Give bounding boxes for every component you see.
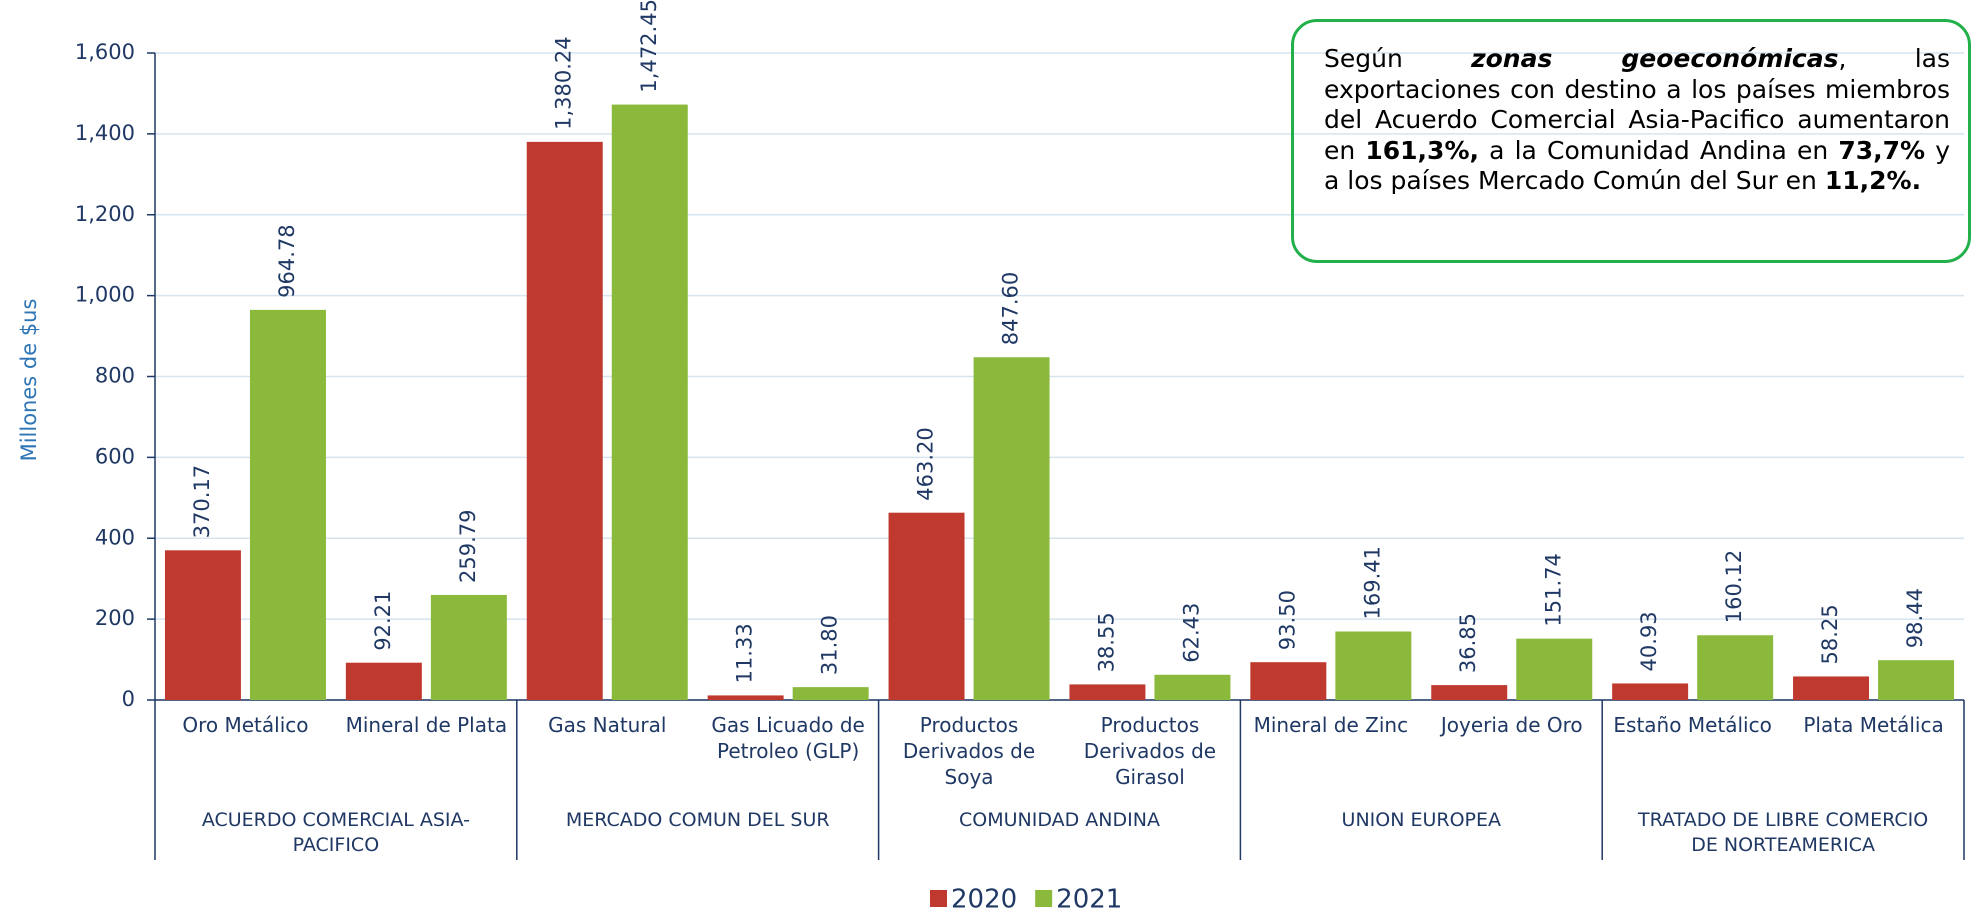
x-tick-label: Plata Metálica [1803, 713, 1944, 737]
annotation-text: 161,3%, [1365, 135, 1479, 165]
annotation: Según zonas geoeconómicas, las exportaci… [1291, 19, 1971, 263]
group-label: UNION EUROPEA [1341, 809, 1502, 831]
group-label: COMUNIDAD ANDINA [959, 809, 1160, 831]
value-label: 36.85 [1456, 613, 1480, 673]
value-label: 151.74 [1541, 553, 1565, 626]
annotation-text: zonas geoeconómicas [1471, 44, 1839, 73]
y-tick-label: 1,400 [75, 121, 135, 145]
bar [1431, 685, 1508, 700]
x-tick-label-box: Joyeria de Oro [1440, 713, 1583, 737]
bar [345, 662, 422, 700]
x-tick-label: Gas Licuado de Petroleo (GLP) [711, 713, 865, 763]
value-label: 370.17 [190, 465, 214, 538]
annotation-text: Según [1324, 44, 1403, 73]
group-label-box: MERCADO COMUN DEL SUR [565, 809, 830, 831]
value-label: 93.50 [1275, 590, 1299, 650]
bar [1335, 631, 1412, 700]
bar [1516, 638, 1593, 700]
bar [888, 512, 965, 700]
x-tick-label: Mineral de Zinc [1253, 713, 1409, 737]
x-tick-label-box: Estaño Metálico [1613, 713, 1772, 737]
value-label: 1,472.45 [637, 0, 661, 93]
x-tick-label-box: Oro Metálico [182, 713, 309, 737]
y-axis-title: Millones de $us [17, 299, 41, 462]
annotation-text: a la Comunidad Andina en [1489, 135, 1829, 165]
x-tick-label-box: Gas Licuado de Petroleo (GLP) [711, 713, 865, 763]
group-label-box: TRATADO DE LIBRE COMERCIO DE NORTEAMERIC… [1638, 809, 1929, 856]
x-tick-label-box: Mineral de Zinc [1253, 713, 1409, 737]
x-tick-label: Mineral de Plata [345, 713, 508, 737]
x-tick-label: Estaño Metálico [1613, 713, 1772, 737]
y-tick-label: 200 [95, 606, 135, 630]
y-tick-label: 1,600 [75, 40, 135, 64]
x-tick-label-box: Plata Metálica [1803, 713, 1944, 737]
x-tick-label: Gas Natural [548, 713, 667, 737]
bar [1069, 684, 1146, 700]
value-label: 964.78 [275, 224, 299, 297]
y-tick-label: 1,000 [75, 283, 135, 307]
value-label: 160.12 [1722, 550, 1746, 623]
x-tick-label-box: Productos Derivados de Girasol [1083, 713, 1217, 789]
bar [611, 104, 688, 701]
value-label: 92.21 [371, 591, 395, 651]
value-label: 38.55 [1094, 612, 1118, 672]
value-label: 31.80 [818, 615, 842, 675]
x-tick-label: Joyeria de Oro [1440, 713, 1583, 737]
bar [1612, 683, 1689, 700]
value-label: 11.33 [733, 623, 757, 683]
legend-swatch [930, 890, 947, 907]
x-tick-label-box: Mineral de Plata [345, 713, 508, 737]
value-label: 169.41 [1360, 546, 1384, 619]
y-tick-label: 600 [95, 444, 135, 468]
y-tick-label: 800 [95, 364, 135, 388]
value-label: 463.20 [914, 427, 938, 500]
bar [707, 695, 784, 700]
bar [792, 687, 869, 700]
x-tick-label-box: Productos Derivados de Soya [902, 713, 1036, 789]
x-tick-label-box: Gas Natural [548, 713, 667, 737]
bar [164, 550, 241, 700]
legend-label: 2021 [1056, 885, 1122, 912]
y-tick-label: 1,200 [75, 202, 135, 226]
group-label: TRATADO DE LIBRE COMERCIO DE NORTEAMERIC… [1638, 809, 1929, 856]
annotation-text: , las exportaciones con destino a los pa… [1324, 44, 1951, 165]
bar [1250, 662, 1327, 700]
bar [526, 141, 603, 700]
x-tick-label: Productos Derivados de Girasol [1083, 713, 1217, 789]
bar [1793, 676, 1870, 700]
value-label: 847.60 [999, 272, 1023, 345]
value-label: 98.44 [1903, 588, 1927, 648]
x-tick-label: Productos Derivados de Soya [902, 713, 1036, 789]
bar [973, 357, 1050, 700]
legend-label: 2020 [951, 885, 1017, 912]
group-label-box: COMUNIDAD ANDINA [959, 809, 1160, 831]
group-label: MERCADO COMUN DEL SUR [565, 809, 830, 831]
bar [249, 309, 326, 700]
value-label: 62.43 [1179, 603, 1203, 663]
value-label: 1,380.24 [552, 36, 576, 130]
legend-swatch [1035, 890, 1053, 907]
bar [1697, 635, 1774, 700]
group-label-box: UNION EUROPEA [1341, 809, 1502, 831]
group-label-box: ACUERDO COMERCIAL ASIA-PACIFICO [201, 809, 470, 856]
bar [1878, 660, 1955, 700]
bar [430, 594, 507, 700]
value-label: 40.93 [1637, 611, 1661, 671]
annotation-text: 11,2%. [1824, 166, 1922, 195]
annotation-text: 73,7% [1838, 135, 1926, 165]
bar [1154, 674, 1231, 700]
value-label: 58.25 [1818, 604, 1842, 664]
x-tick-label: Oro Metálico [182, 713, 309, 737]
group-label: ACUERDO COMERCIAL ASIA-PACIFICO [201, 809, 470, 856]
value-label: 259.79 [456, 509, 480, 582]
annotation-text: y a los países Mercado Común del Sur en [1324, 135, 1951, 196]
y-tick-label: 0 [122, 687, 135, 711]
y-tick-label: 400 [95, 525, 135, 549]
